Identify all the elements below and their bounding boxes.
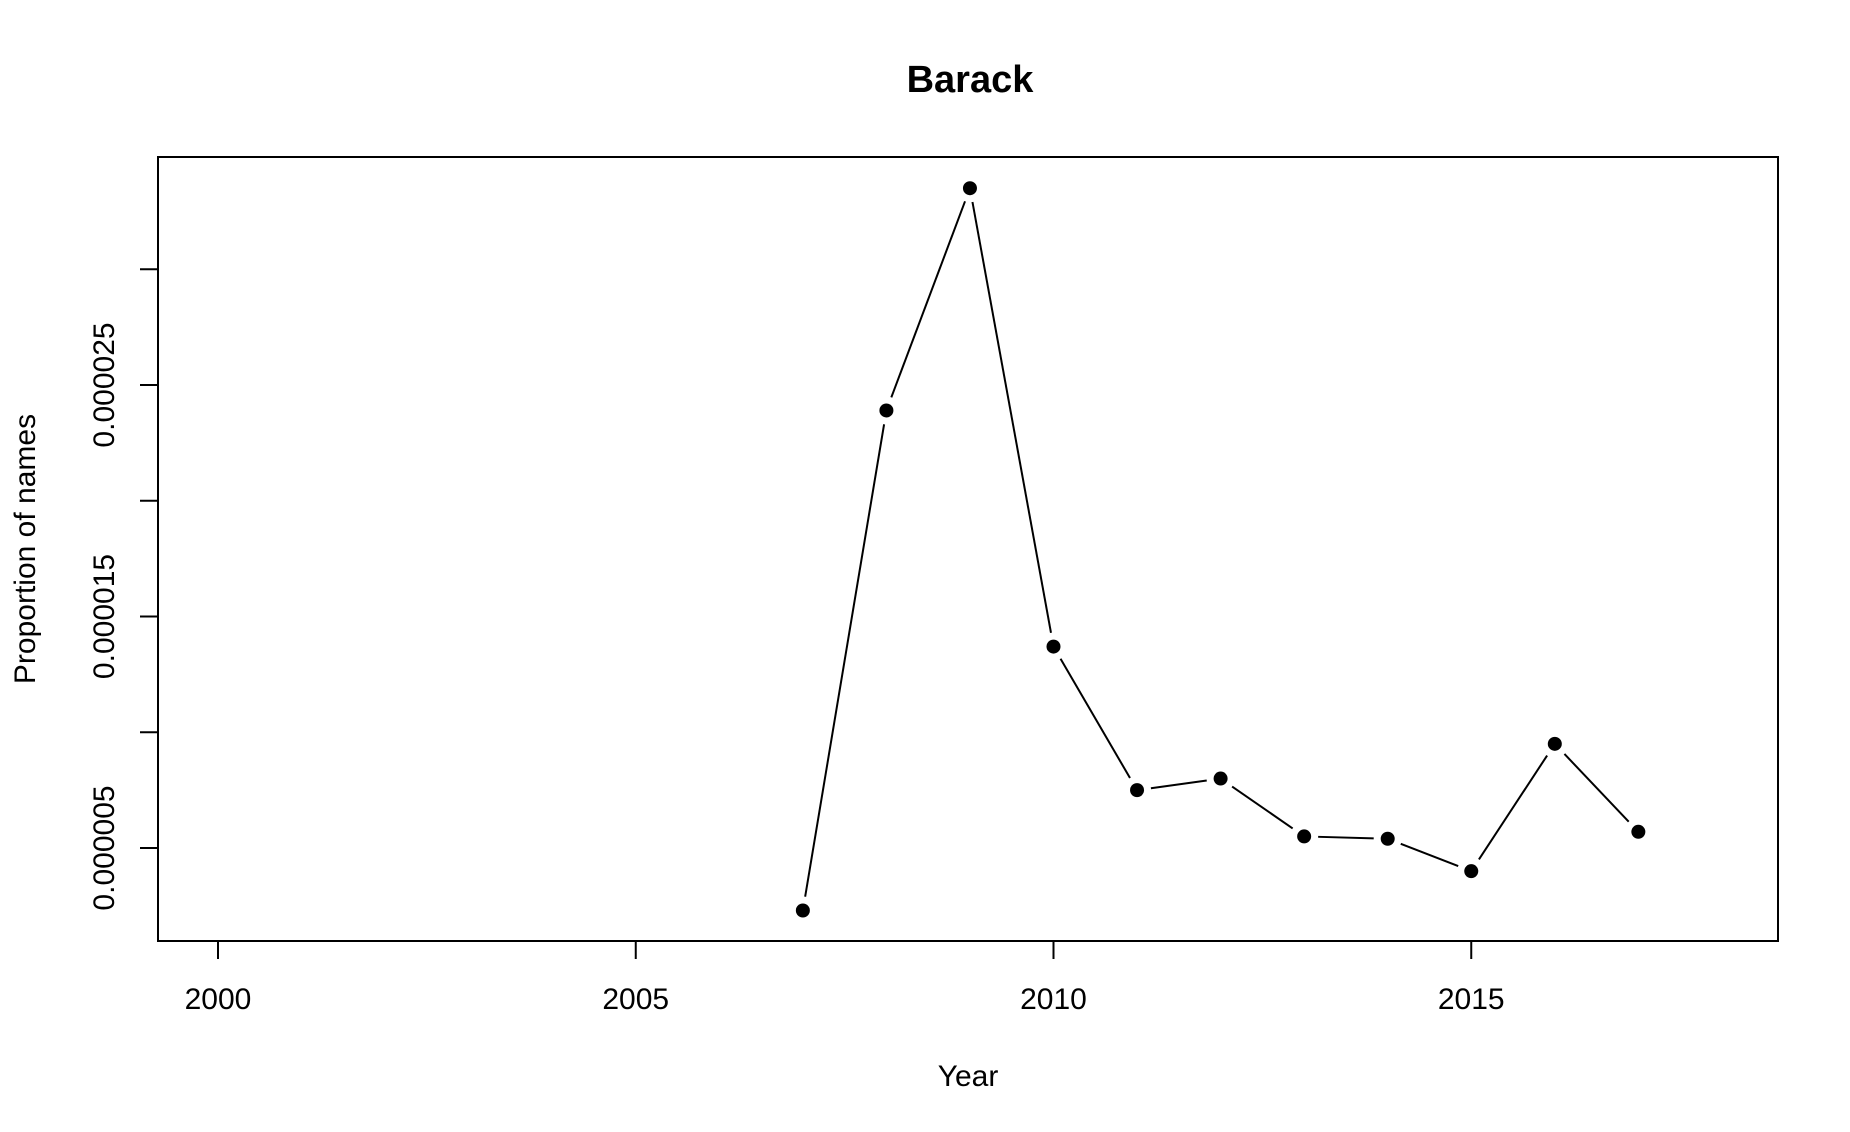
line-segment-2 xyxy=(971,201,1052,634)
x-tick-label-2: 2010 xyxy=(1020,983,1087,1016)
line-segment-1 xyxy=(890,200,966,398)
data-point-2016 xyxy=(1547,736,1562,751)
chart-title: Barack xyxy=(907,59,1035,101)
data-point-2015 xyxy=(1464,864,1479,879)
y-axis: 0.000005 0.000015 0.000025 xyxy=(88,268,159,911)
line-segment-7 xyxy=(1400,842,1459,868)
line-segment-5 xyxy=(1231,785,1294,830)
x-axis-label: Year xyxy=(938,1060,999,1093)
line-segment-4 xyxy=(1150,779,1207,790)
y-tick-label-0: 0.000005 xyxy=(88,785,121,910)
line-segment-3 xyxy=(1059,658,1131,779)
y-axis-label: Proportion of names xyxy=(9,414,42,684)
line-segment-0 xyxy=(804,424,886,897)
plot-frame xyxy=(157,156,1779,942)
data-point-2009 xyxy=(962,181,977,196)
x-tick-label-1: 2005 xyxy=(602,983,669,1016)
x-tick-label-3: 2015 xyxy=(1438,983,1505,1016)
x-tick-label-0: 2000 xyxy=(185,983,252,1016)
data-point-2014 xyxy=(1380,831,1395,846)
y-tick-label-2: 0.000015 xyxy=(88,554,121,679)
data-point-2012 xyxy=(1213,771,1228,786)
data-point-2008 xyxy=(879,403,894,418)
data-point-2017 xyxy=(1631,824,1646,839)
y-tick-label-4: 0.000025 xyxy=(88,322,121,447)
x-axis: 2000 2005 2010 2015 xyxy=(185,940,1505,1016)
line-segment-6 xyxy=(1318,835,1374,840)
data-point-2010 xyxy=(1046,639,1061,654)
data-point-2011 xyxy=(1130,783,1145,798)
series-points-group xyxy=(795,181,1646,918)
data-point-2007 xyxy=(795,903,810,918)
series-line-group xyxy=(804,200,1630,897)
data-point-2013 xyxy=(1297,829,1312,844)
line-segment-8 xyxy=(1478,754,1548,860)
line-segment-9 xyxy=(1563,753,1630,823)
